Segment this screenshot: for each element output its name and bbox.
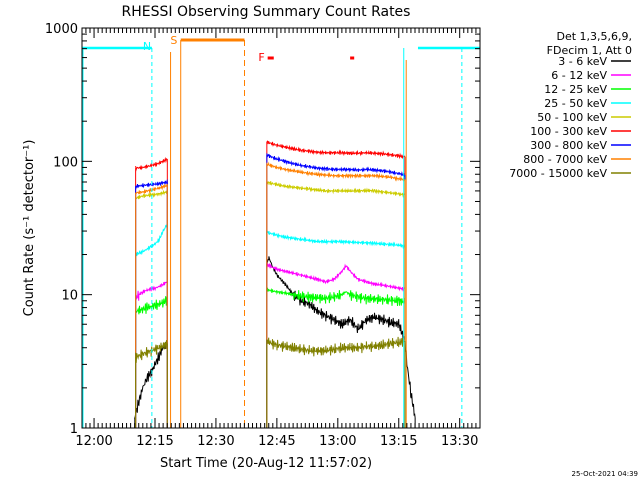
footer-date: 25-Oct-2021 04:39 [572,470,638,478]
axes: 12:00 12:15 12:30 12:45 13:00 13:15 13:30 1 10 10… [45,22,481,449]
legend-entry-label: 100 - 300 keV [530,125,607,138]
series-trace [266,256,416,418]
legend-entry-label: 50 - 100 keV [537,111,607,124]
series-trace [135,178,168,189]
x-tick-label: 12:00 [75,434,112,449]
series-trace [135,340,168,363]
series-trace [135,281,168,301]
legend-entry-label: 6 - 12 keV [551,69,607,82]
series-trace [135,156,168,172]
series-trace [266,287,406,307]
x-axis-label: Start Time (20-Aug-12 11:57:02) [160,456,372,471]
flare-flag-label: F [258,51,264,64]
x-tick-label: 12:15 [136,434,173,449]
series-trace [266,180,406,199]
saa-flag-label: S [170,34,177,47]
x-tick-label: 12:30 [197,434,234,449]
series-trace [266,336,406,357]
legend-header-line: FDecim 1, Att 0 [547,44,632,57]
legend-entry-label: 3 - 6 keV [558,55,607,68]
legend: Det 1,3,5,6,9,FDecim 1, Att 03 - 6 keV6 … [509,30,632,180]
chart-title: RHESSI Observing Summary Count Rates [122,4,411,20]
y-tick-label: 1 [70,422,78,437]
series-trace [266,140,406,160]
legend-entry-label: 800 - 7000 keV [523,153,607,166]
series-trace [266,153,406,178]
series-trace [266,161,406,182]
y-tick-label: 100 [53,155,78,170]
x-tick-label: 13:00 [319,434,356,449]
legend-entry-label: 25 - 50 keV [544,97,607,110]
y-tick-label: 1000 [45,22,78,37]
legend-entry-label: 300 - 800 keV [530,139,607,152]
y-axis-label: Count Rate (s⁻¹ detector⁻¹) [22,140,37,317]
observing-flags: N S F [82,34,480,428]
series-trace [134,341,168,420]
x-tick-label: 13:15 [380,434,417,449]
traces [134,140,416,428]
legend-entry-label: 7000 - 15000 keV [509,167,607,180]
legend-entry-label: 12 - 25 keV [544,83,607,96]
plot-frame [81,27,481,429]
x-tick-label: 13:30 [441,434,478,449]
y-tick-label: 10 [61,289,78,304]
x-tick-label: 12:45 [258,434,295,449]
series-trace [266,229,406,250]
series-trace [266,262,406,292]
legend-header-line: Det 1,3,5,6,9, [556,30,632,43]
series-trace [135,296,168,315]
night-flag-label: N [143,40,151,53]
